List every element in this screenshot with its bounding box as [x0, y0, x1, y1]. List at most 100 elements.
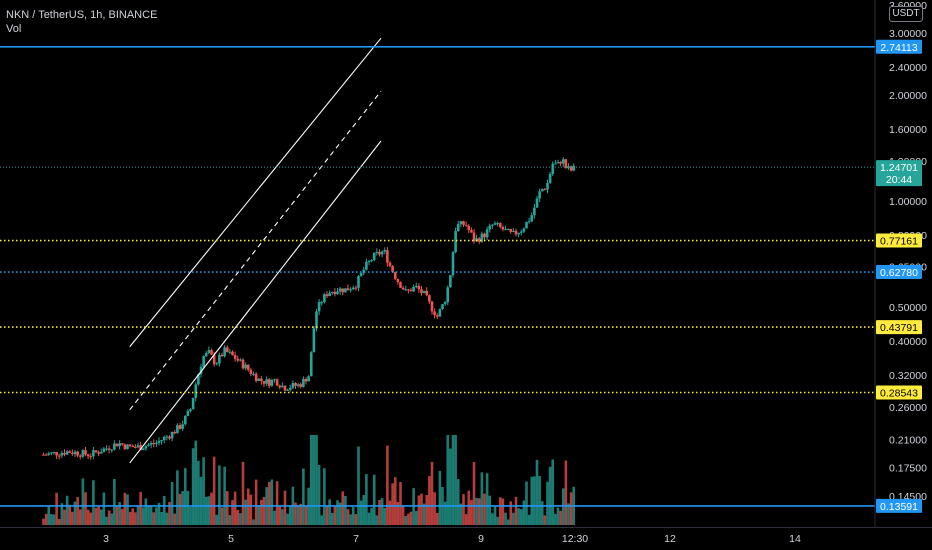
volume-bar — [44, 513, 48, 525]
volume-bar — [386, 445, 389, 525]
candle-body — [89, 456, 93, 458]
volume-bar — [296, 504, 300, 525]
volume-bar — [194, 440, 198, 525]
candle-body — [365, 261, 368, 270]
candle-body — [307, 376, 310, 382]
price-axis[interactable]: 3.600003.000002.400002.000001.600001.300… — [889, 0, 927, 503]
candle-body — [338, 288, 342, 292]
volume-bar — [262, 496, 266, 525]
channel-median-line[interactable] — [129, 90, 382, 411]
volume-bar — [63, 509, 66, 525]
volume-bar — [338, 502, 342, 525]
candle-body — [514, 230, 518, 235]
candle-body — [215, 363, 219, 365]
volume-bar — [107, 510, 111, 525]
channel-upper-line[interactable] — [129, 37, 382, 348]
candle-body — [178, 425, 182, 429]
volume-bar — [92, 480, 95, 525]
volume-bar — [433, 492, 436, 525]
volume-bar — [501, 498, 505, 525]
channel-lower-line[interactable] — [129, 140, 382, 464]
volume-bar — [344, 495, 347, 525]
volume-bar — [485, 473, 489, 525]
volume-bar — [488, 495, 492, 525]
candle-body — [63, 452, 66, 455]
volume-bar — [420, 493, 423, 525]
volume-bar — [435, 512, 439, 525]
candle-body — [443, 302, 447, 305]
volume-bar — [136, 506, 140, 525]
candle-body — [530, 215, 534, 222]
volume-bar — [173, 513, 177, 525]
volume-bar — [128, 511, 132, 525]
volume-bar — [449, 448, 452, 525]
candle-body — [107, 448, 111, 450]
candle-body — [559, 162, 562, 164]
candle-body — [538, 191, 541, 199]
volume-bar — [186, 490, 190, 525]
price-line-label: 0.77161 — [880, 236, 918, 248]
volume-bar — [191, 448, 195, 525]
volume-bar — [391, 483, 394, 525]
volume-bar — [204, 496, 208, 525]
volume-bar — [409, 511, 413, 525]
candle-body — [262, 380, 266, 384]
currency-unit-badge[interactable]: USDT — [889, 6, 923, 22]
candle-body — [462, 221, 465, 225]
candle-body — [60, 452, 64, 456]
time-axis[interactable]: 3 5 7 9 12:30 12 14 — [103, 533, 801, 545]
price-line-badge — [876, 265, 922, 280]
candle-body — [71, 452, 74, 455]
volume-bar — [252, 519, 255, 525]
candle-body — [144, 445, 148, 449]
candle-body — [76, 451, 79, 456]
volume-bar — [315, 435, 318, 525]
candle-body — [519, 231, 523, 233]
volume-bar — [491, 513, 494, 525]
candle-body — [136, 445, 140, 448]
volume-bar — [543, 515, 547, 525]
candle-body — [278, 385, 282, 388]
volume-bar — [68, 504, 72, 525]
volume-bar — [477, 498, 481, 525]
price-line-label: 0.62780 — [880, 267, 918, 279]
volume-bar — [527, 514, 531, 525]
volume-bar — [60, 503, 64, 525]
volume-bar — [422, 503, 426, 525]
volume-bar — [325, 506, 329, 525]
candle-body — [249, 369, 253, 375]
price-axis-badges: 2.74113 0.77161 0.62780 0.43791 0.28543 0.135… — [876, 39, 922, 513]
candle-body — [294, 383, 297, 386]
symbol-title[interactable]: NKN / TetherUS, 1h, BINANCE — [6, 9, 158, 21]
volume-bar — [288, 505, 292, 525]
volume-bar — [519, 509, 523, 525]
volume-bar — [388, 500, 392, 525]
volume-bar — [102, 492, 106, 525]
candle-body — [186, 410, 190, 416]
volume-bar — [270, 479, 274, 525]
volume-bar — [302, 468, 305, 525]
volume-bar — [456, 479, 460, 525]
volume-bar — [257, 505, 261, 525]
candle-body — [333, 291, 337, 295]
candle-body — [113, 443, 116, 450]
volume-bar — [220, 507, 224, 525]
volume-indicator-label[interactable]: Vol — [6, 23, 22, 35]
volume-bar — [330, 512, 334, 525]
candle-body — [383, 250, 387, 252]
price-tick-label: 0.40000 — [889, 336, 927, 348]
candle-body — [567, 166, 570, 169]
candle-body — [309, 352, 313, 377]
candle-body — [168, 436, 171, 439]
candle-body — [433, 311, 436, 316]
volume-bar — [370, 507, 373, 525]
candle-body — [110, 449, 114, 451]
volume-bar — [446, 435, 450, 525]
volume-bar — [94, 507, 98, 525]
volume-bar — [78, 509, 82, 525]
volume-bar — [71, 511, 74, 525]
volume-bar — [52, 514, 56, 525]
volume-bar — [480, 472, 484, 525]
candle-body — [139, 445, 142, 451]
